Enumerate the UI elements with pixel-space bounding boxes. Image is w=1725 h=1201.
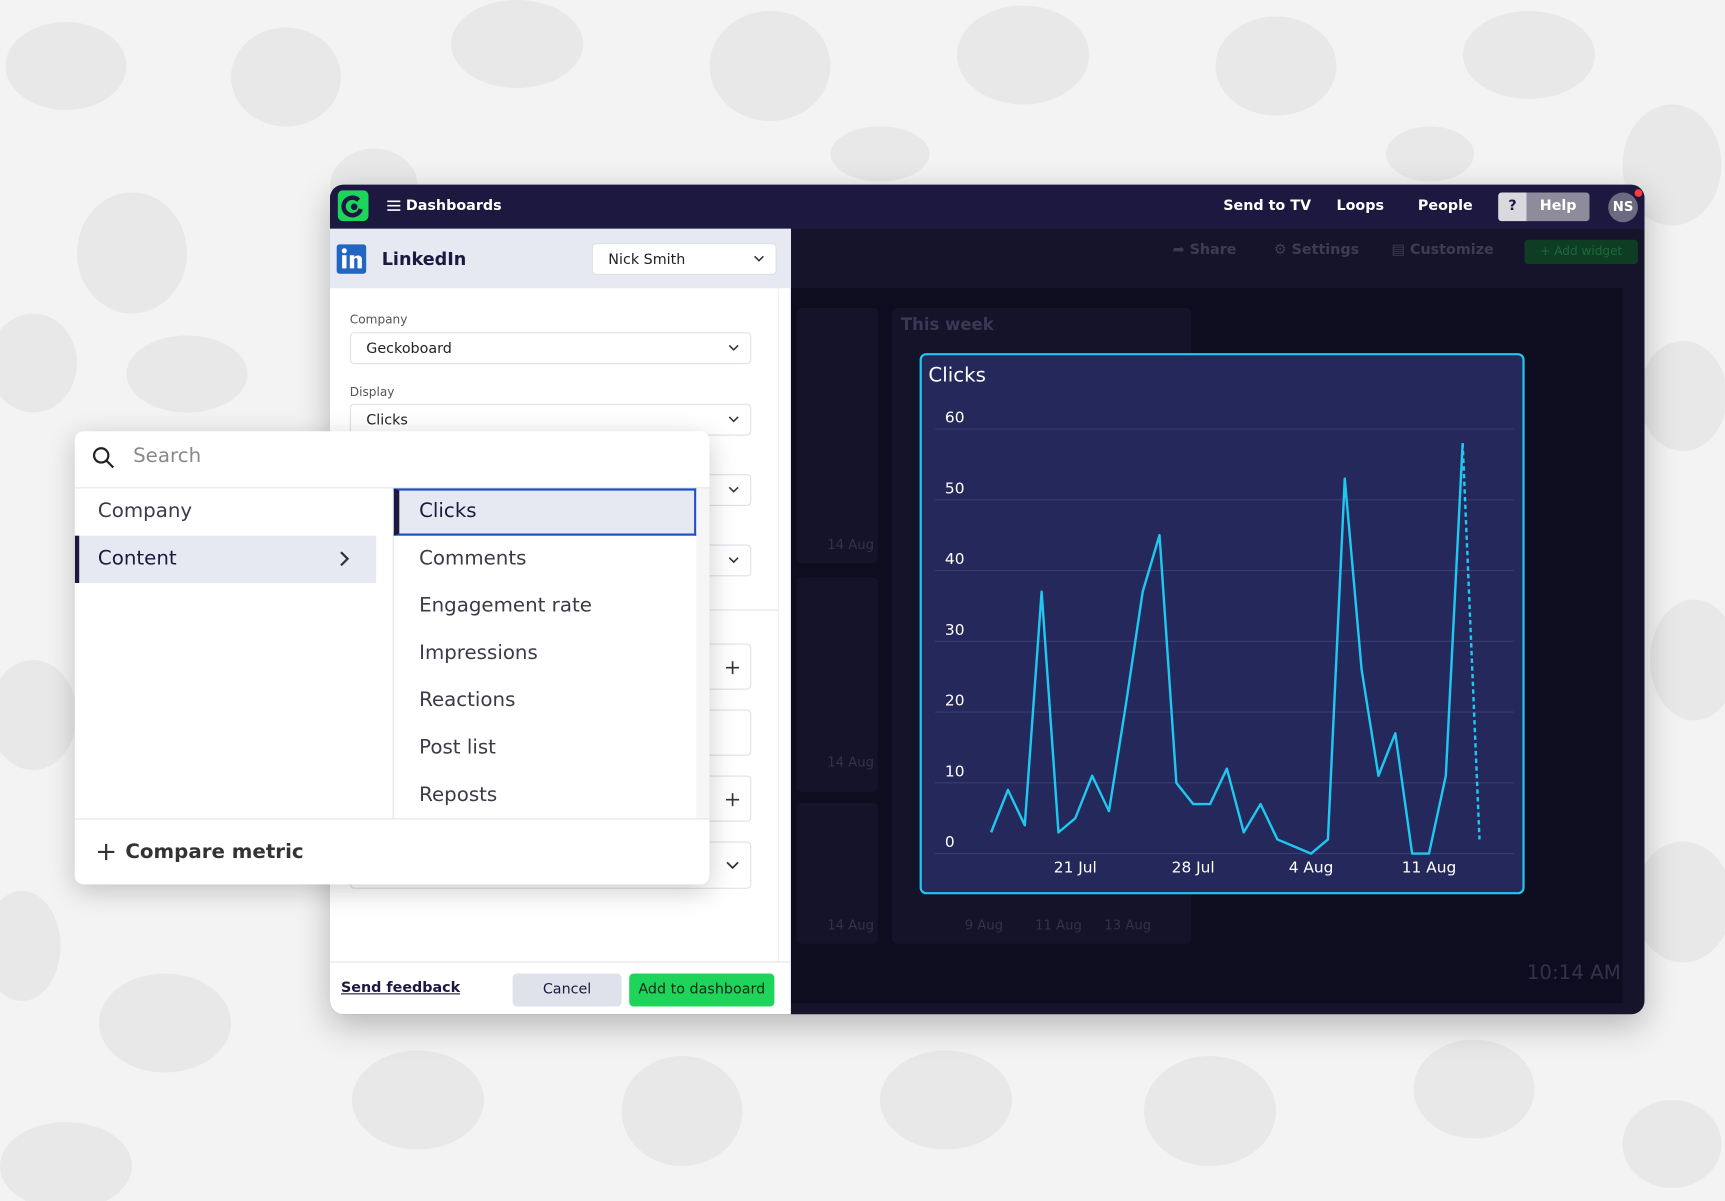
footer-divider — [330, 961, 791, 963]
settings-label: Settings — [1291, 242, 1360, 259]
x-tick-label: 21 Jul — [1054, 858, 1097, 876]
y-tick-label: 30 — [945, 621, 965, 639]
bg-widget — [796, 308, 878, 564]
metric-item[interactable]: Clicks — [419, 499, 477, 523]
divider — [74, 818, 710, 820]
avatar[interactable]: NS — [1608, 192, 1638, 223]
bg-widget-title: This week — [900, 314, 994, 335]
y-tick-label: 40 — [945, 550, 965, 568]
y-tick-label: 50 — [945, 479, 965, 497]
group-item-selected[interactable] — [74, 535, 377, 583]
share-button[interactable]: ➦ Share — [1172, 242, 1237, 259]
scrollbar — [696, 488, 710, 819]
line-series — [989, 443, 1464, 855]
panel-header: LinkedIn Nick Smith — [330, 228, 791, 289]
line-chart: Clicks 0 10 20 30 40 50 60 21 Jul 28 Jul 4 Aug 11 … — [928, 364, 1514, 876]
add-widget-label: Add widget — [1554, 244, 1623, 259]
x-tick-label: 11 Aug — [1402, 858, 1457, 876]
search-input[interactable]: Search — [133, 444, 202, 468]
x-tick-label: 4 Aug — [1289, 858, 1334, 876]
scroll-divider — [777, 288, 779, 962]
company-select[interactable]: Geckoboard — [349, 332, 752, 365]
account-value: Nick Smith — [608, 251, 686, 269]
linkedin-icon — [336, 244, 367, 274]
metric-item[interactable]: Reposts — [419, 783, 498, 807]
customize-button[interactable]: ▤ Customize — [1391, 242, 1494, 259]
metric-item[interactable]: Comments — [419, 546, 527, 570]
search-icon — [92, 447, 115, 469]
column-divider — [392, 488, 394, 819]
chart-widget — [919, 353, 1525, 895]
cancel-button[interactable]: Cancel — [512, 973, 622, 1007]
nav-dashboards[interactable]: Dashboards — [405, 198, 502, 215]
notification-dot — [1634, 189, 1643, 197]
x-tick-label: 28 Jul — [1172, 858, 1215, 876]
metric-item[interactable]: Impressions — [419, 641, 538, 665]
settings-button[interactable]: ⚙ Settings — [1273, 242, 1360, 259]
y-tick-label: 0 — [945, 833, 955, 851]
bg-date: 9 Aug — [964, 917, 1004, 933]
bg-date: 14 Aug — [827, 917, 874, 933]
account-select[interactable]: Nick Smith — [591, 243, 777, 275]
add-to-dashboard-button[interactable]: Add to dashboard — [629, 973, 775, 1007]
help-icon[interactable]: ? — [1498, 192, 1527, 222]
bg-date: 14 Aug — [827, 754, 874, 770]
group-item[interactable]: Company — [97, 499, 193, 523]
field-label: Display — [349, 385, 395, 400]
menu-icon[interactable] — [387, 199, 401, 212]
metric-picker: Search Company Content Clicks Comments Eng… — [74, 431, 710, 885]
field-value: Geckoboard — [366, 341, 452, 358]
divider — [74, 487, 710, 489]
y-tick-label: 20 — [945, 692, 965, 710]
bg-widget — [796, 803, 878, 944]
y-tick-label: 60 — [945, 409, 965, 427]
nav-link[interactable]: Loops — [1336, 198, 1385, 215]
metric-item[interactable]: Engagement rate — [419, 594, 592, 618]
share-label: Share — [1189, 242, 1237, 259]
logo — [337, 190, 369, 222]
add-widget-button[interactable]: + Add widget — [1524, 239, 1638, 264]
help-button[interactable]: Help — [1526, 192, 1590, 222]
metric-item[interactable]: Post list — [419, 735, 496, 759]
top-nav: Dashboards Send to TV Loops People ? Hel… — [330, 184, 1645, 229]
nav-link[interactable]: Send to TV — [1223, 198, 1312, 215]
plus-icon — [97, 843, 115, 861]
feedback-link[interactable]: Send feedback — [341, 980, 461, 997]
bg-date: 14 Aug — [827, 536, 874, 553]
compare-metric[interactable]: Compare metric — [125, 840, 304, 864]
bg-widget — [796, 577, 878, 792]
bg-date: 13 Aug — [1104, 917, 1152, 933]
customize-label: Customize — [1409, 242, 1494, 259]
group-item[interactable]: Content — [97, 546, 177, 570]
bg-date: 11 Aug — [1035, 917, 1082, 933]
y-tick-label: 10 — [945, 762, 965, 780]
metric-item-selected[interactable] — [393, 488, 697, 536]
field-value: Clicks — [366, 412, 408, 430]
field-label: Company — [349, 312, 408, 327]
clock: 10:14 AM — [1526, 961, 1621, 985]
nav-link[interactable]: People — [1417, 198, 1473, 215]
service-name: LinkedIn — [381, 248, 467, 270]
chevron — [340, 551, 350, 567]
chart-title: Clicks — [928, 364, 986, 387]
metric-item[interactable]: Reactions — [419, 688, 516, 712]
